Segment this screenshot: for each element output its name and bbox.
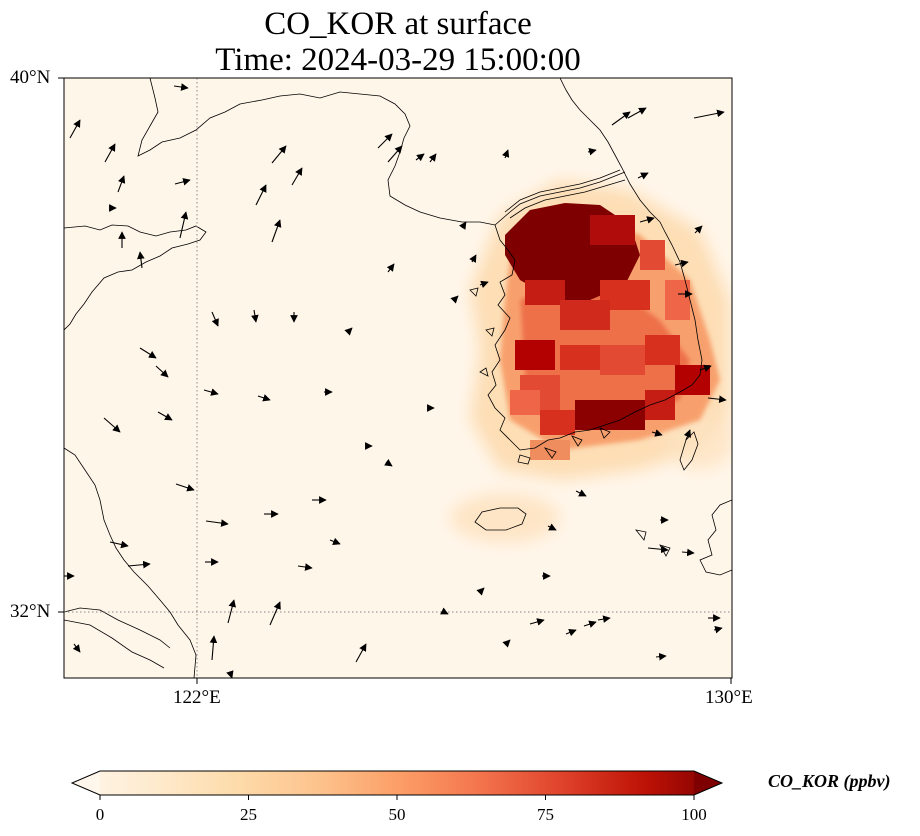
wind-arrow [173, 83, 189, 91]
colorbar-label-50: 50 [388, 805, 406, 824]
wind-arrow [227, 599, 236, 624]
wind-arrow [575, 489, 587, 497]
wind-arrow [587, 147, 597, 156]
wind-arrow [203, 388, 219, 396]
wind-arrow [479, 280, 489, 289]
wind-arrow [255, 184, 267, 206]
wind-arrow [637, 172, 649, 180]
wind-arrow [440, 607, 449, 615]
colorbar-extend-max [694, 771, 722, 795]
wind-arrow [386, 263, 395, 273]
wind-arrow [157, 411, 173, 421]
wind-arrow [209, 635, 218, 661]
gridlines [64, 78, 732, 678]
wind-arrow [681, 548, 695, 557]
lat-tick-40n: 40°N [10, 67, 51, 88]
wind-arrow [547, 523, 557, 531]
wind-arrow [428, 153, 437, 163]
lon-tick-130e: 130°E [705, 687, 753, 708]
wind-arrow [611, 111, 631, 126]
colorbar-label-0: 0 [95, 805, 105, 824]
wind-arrow [72, 643, 81, 653]
colorbar-label-100: 100 [681, 805, 707, 824]
wind-arrow [693, 109, 725, 119]
colorbar-label-25: 25 [240, 805, 257, 824]
wind-arrow [655, 652, 667, 661]
coastlines [64, 78, 732, 678]
wind-arrow [226, 670, 234, 678]
wind-arrow [469, 254, 477, 263]
wind-arrow [707, 395, 727, 404]
wind-arrow [329, 537, 341, 546]
wind-arrow [501, 149, 510, 159]
axis-ticks [58, 77, 732, 684]
wind-arrow [674, 259, 689, 268]
map-frame [63, 77, 733, 679]
wind-vectors [64, 83, 727, 678]
concentration-field [450, 180, 732, 543]
wind-arrow [257, 394, 271, 402]
wind-arrow [597, 615, 611, 623]
lon-tick-122e: 122°E [173, 687, 221, 708]
wind-arrow [565, 628, 577, 637]
wind-arrow [269, 601, 281, 626]
lat-tick-32n: 32°N [10, 601, 51, 622]
wind-arrow [137, 251, 145, 269]
wind-arrow [271, 219, 282, 243]
wind-arrow [179, 211, 189, 239]
wind-arrow [205, 519, 229, 527]
wind-arrow [647, 545, 669, 554]
wind-arrow [415, 153, 425, 162]
wind-arrow [377, 133, 393, 149]
wind-arrow [583, 620, 597, 628]
colorbar-extend-min [72, 771, 100, 795]
wind-arrow [639, 216, 655, 224]
wind-arrow [291, 167, 303, 186]
wind-arrow [627, 107, 647, 119]
wind-arrow [211, 311, 219, 327]
colorbar-fill [72, 771, 722, 795]
wind-arrow [713, 625, 723, 634]
wind-arrow [109, 540, 129, 549]
wind-arrow [699, 364, 712, 372]
wind-arrow [174, 178, 191, 186]
wind-arrow [529, 618, 545, 626]
colorbar-ticks [99, 795, 695, 800]
wind-arrow [344, 327, 353, 336]
wind-arrow [117, 175, 126, 193]
wind-arrow [251, 309, 259, 323]
wind-arrow [104, 143, 116, 163]
map-time-subtitle: Time: 2024-03-29 15:00:00 [215, 42, 581, 78]
wind-arrow [271, 145, 287, 164]
map-title: CO_KOR at surface [264, 6, 532, 42]
wind-arrow [297, 563, 313, 571]
wind-arrow [458, 221, 467, 230]
wind-arrow [355, 643, 367, 663]
wind-arrow [69, 119, 81, 139]
wind-arrow [450, 295, 459, 304]
wind-arrow [139, 347, 157, 359]
hotspot-cells [505, 203, 710, 460]
colorbar-title: CO_KOR (ppbv) [768, 771, 891, 791]
wind-arrow [127, 560, 151, 569]
wind-arrow [502, 639, 511, 648]
wind-arrow [683, 429, 692, 441]
wind-arrow [694, 225, 703, 234]
wind-arrow [175, 483, 195, 492]
wind-arrow [476, 587, 485, 596]
wind-arrow [155, 365, 169, 378]
wind-arrow [384, 458, 393, 467]
wind-arrow [103, 417, 121, 433]
wind-arrow [651, 429, 663, 437]
colorbar [70, 770, 724, 800]
wind-arrow [387, 145, 403, 163]
colorbar-label-75: 75 [537, 805, 554, 824]
